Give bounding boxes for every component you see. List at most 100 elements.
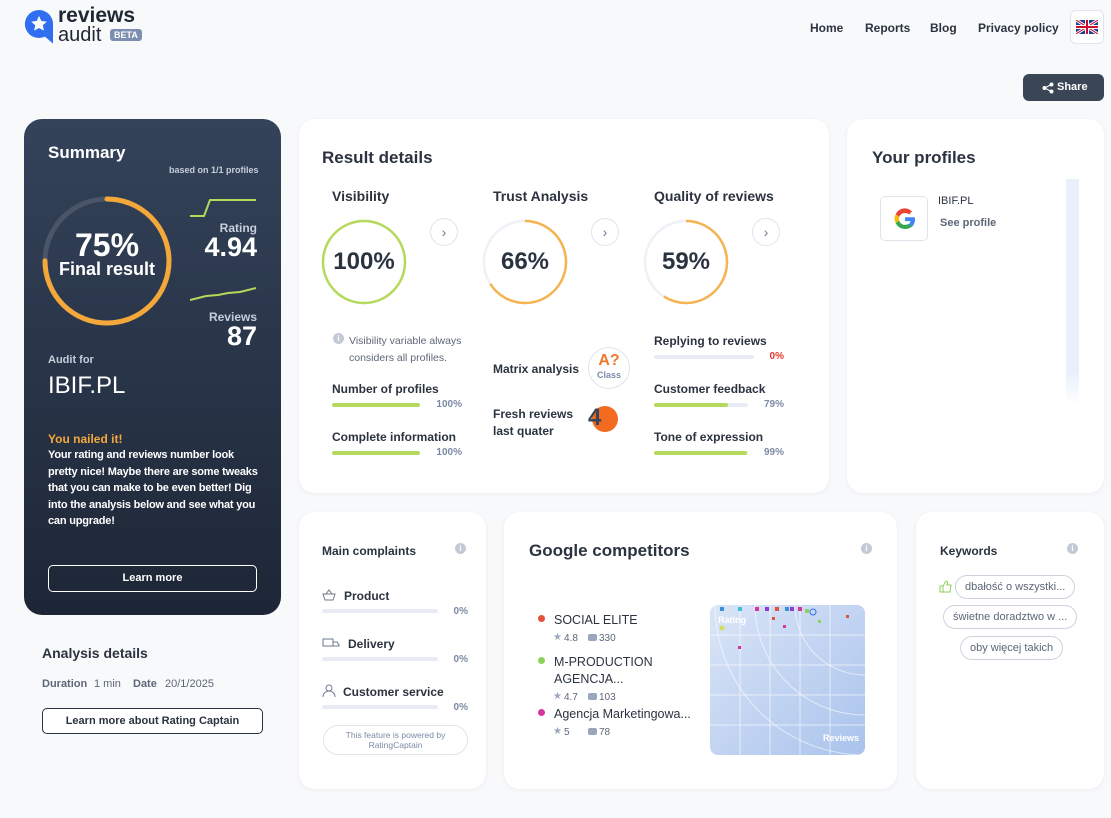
share-icon [1042,82,1054,94]
metric-value: 0% [769,351,784,362]
score-ring [321,219,407,305]
profile-link[interactable]: See profile [940,217,997,229]
metric-value: 100% [436,399,462,410]
star-icon: ★ [553,632,562,643]
matrix-label: Matrix analysis [493,362,580,376]
profiles-title: Your profiles [872,148,976,167]
reviews-label: Reviews [208,310,257,324]
nav-link[interactable]: Privacy policy [978,21,1059,35]
quality-gauge [643,219,729,305]
nav-link[interactable]: Reports [865,21,911,35]
comment-icon [588,728,597,735]
fresh-label: Fresh reviews last quater [493,407,574,438]
details-button[interactable]: › [752,218,780,246]
metric-name: Tone of expression [654,430,764,444]
chart-grid [710,605,865,755]
column-title: Quality of reviews [654,188,774,204]
competitor-reviews: 103 [599,692,616,703]
score-gauge [42,196,172,326]
keyword-chip[interactable]: świetne doradztwo w ... [943,605,1078,629]
comment-icon [588,693,597,700]
learn-more-button[interactable]: Learn more [48,565,257,592]
fresh-badge [592,406,618,432]
service-icon [322,684,336,697]
scrollbar[interactable] [1066,179,1079,405]
matrix-grade: A? [598,352,620,369]
reviews-value: 87 [226,321,257,351]
score-value: 75% [74,227,140,263]
info-icon: i [861,543,872,554]
complaint-name: Customer service [343,685,444,699]
competitor-chart: Rating Reviews [710,605,865,755]
summary-title: Summary [48,143,126,162]
complaints-title: Main complaints [322,544,417,558]
metric-name: Complete information [332,430,457,444]
progress-track [332,403,420,407]
summary-headline: You nailed it! [48,432,123,446]
trust-gauge [482,219,568,305]
score-ring [42,196,172,326]
matrix-badge [588,347,630,389]
star-icon: ★ [553,691,562,702]
powered-badge: This feature is powered by RatingCaptain [323,725,468,755]
keyword-chip[interactable]: oby więcej takich [960,636,1064,660]
chart-axis-label: Reviews [823,733,860,743]
complaint-name: Product [344,589,390,603]
logo-text: reviews [58,4,136,27]
competitor-reviews: 330 [599,633,616,644]
matrix-class: Class [596,370,622,380]
keywords-title: Keywords [940,544,998,558]
competitor-dot [538,657,545,664]
column-title: Trust Analysis [493,188,589,204]
complaint-name: Delivery [348,637,395,651]
nav-link[interactable]: Blog [930,21,957,35]
comment-icon [588,634,597,641]
details-button[interactable]: › [591,218,619,246]
gauge-value: 66% [500,248,550,275]
visibility-note: Visibility variable always considers all… [349,335,462,364]
date-value: 20/1/2025 [165,678,214,690]
complaint-value: 0% [453,606,468,617]
competitors-title: Google competitors [529,541,690,560]
progress-track [654,451,748,455]
language-button[interactable] [1070,10,1104,44]
gauge-value: 59% [661,248,711,275]
rating-captain-button[interactable]: Learn more about Rating Captain [42,708,263,734]
share-button[interactable]: Share [1023,74,1104,101]
progress-track [332,451,420,455]
star-icon: ★ [553,726,562,737]
product-icon [322,589,336,601]
competitor-rating: 4.7 [564,692,578,703]
result-card [299,119,829,493]
metric-value: 99% [763,447,784,458]
beta-badge: BETA [110,29,142,41]
column-title: Visibility [332,188,390,204]
result-title: Result details [322,148,433,167]
progress-bar [654,403,729,407]
visibility-gauge [321,219,407,305]
details-button[interactable]: › [430,218,458,246]
duration-value: 1 min [94,678,121,690]
powered-text: This feature is powered by [345,730,446,740]
duration-label: Duration [42,678,88,690]
analysis-title: Analysis details [42,645,148,661]
progress-track [322,609,438,613]
progress-bar [332,451,420,455]
competitor-name: SOCIAL ELITE [554,613,638,627]
score-caption: Final result [58,259,156,279]
keyword-chip[interactable]: dbałość o wszystki... [955,575,1076,599]
fresh-value: 4 [588,404,602,431]
based-on: based on 1/1 profiles [169,165,259,175]
progress-track [322,657,438,661]
metric-name: Replying to reviews [654,334,767,348]
score-ring [643,219,729,305]
logo-icon [24,9,53,44]
complaint-value: 0% [453,702,468,713]
share-label: Share [1057,81,1088,93]
nav-link[interactable]: Home [810,21,844,35]
audit-for: Audit for [48,354,94,366]
profile-name: IBIF.PL [938,195,974,207]
progress-track [654,403,748,407]
progress-track [322,705,438,709]
